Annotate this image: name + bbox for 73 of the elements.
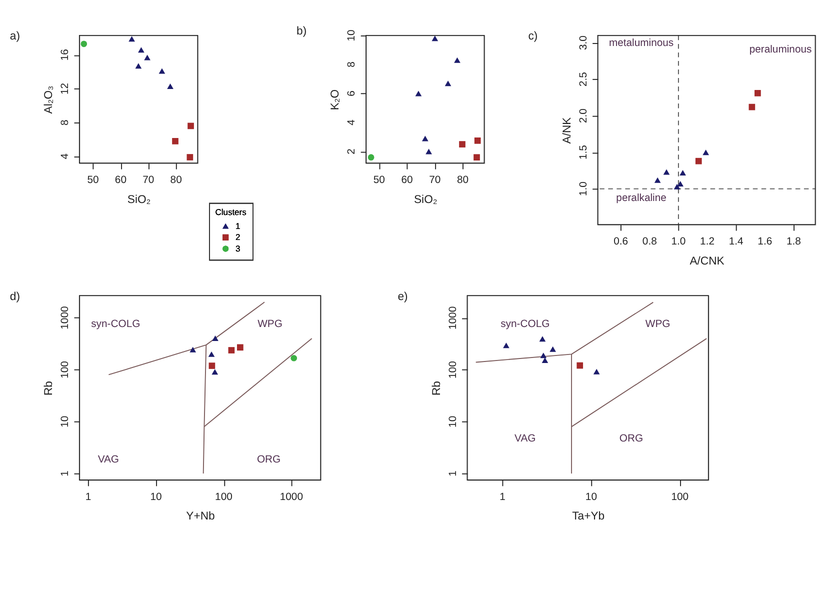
y-tick-label: 1 (448, 470, 459, 476)
legend-title: Clusters (215, 207, 246, 218)
annotation: ORG (256, 454, 281, 466)
x-tick-label: 100 (671, 492, 689, 503)
y-tick-label: 1000 (60, 306, 72, 330)
y-tick-label: 10 (60, 416, 72, 428)
y-tick-label: 2.0 (578, 108, 590, 124)
x-tick-label: 1 (85, 492, 92, 503)
annotation: ORG (619, 433, 644, 444)
y-axis-title: A/NK (561, 116, 574, 144)
legend-label: 1 (236, 220, 241, 231)
annotation: syn-COLG (500, 318, 550, 330)
x-tick-label: 1.8 (786, 236, 802, 248)
x-axis-title: Y+Nb (186, 510, 215, 523)
x-tick-label: 10 (585, 492, 598, 503)
annotation: VAG (98, 454, 119, 466)
y-tick-label: 6 (346, 90, 358, 96)
chart-title: c) (528, 30, 538, 43)
y-tick-label: 10 (346, 29, 358, 42)
annotation: WPG (258, 318, 282, 330)
x-tick-label: 1000 (280, 492, 304, 503)
x-axis-title: SiO₂ (127, 194, 151, 206)
x-tick-label: 1.0 (671, 236, 686, 248)
legend-label: 3 (236, 244, 241, 254)
chart-title: d) (10, 290, 20, 303)
x-tick-label: 10 (150, 492, 162, 503)
x-tick-label: 1.2 (700, 236, 715, 248)
y-tick-label: 100 (448, 360, 459, 378)
y-tick-label: 4 (346, 119, 358, 126)
chart-title: b) (296, 25, 307, 38)
legend-label: 2 (236, 232, 241, 242)
annotation: peraluminous (749, 44, 812, 56)
y-axis-title: Al₂O₃ (43, 86, 56, 114)
y-tick-label: 10 (448, 416, 459, 428)
x-tick-label: 100 (215, 492, 233, 503)
y-tick-label: 8 (60, 119, 72, 126)
x-axis-title: SiO₂ (414, 194, 438, 206)
y-tick-label: 1 (60, 470, 72, 476)
x-tick-label: 50 (87, 175, 100, 186)
y-tick-label: 4 (60, 153, 72, 160)
annotation: peralkaline (616, 192, 667, 204)
x-tick-label: 0.6 (614, 236, 628, 248)
annotation: metaluminous (608, 38, 674, 49)
y-tick-label: 2 (346, 148, 358, 154)
x-tick-label: 80 (170, 175, 182, 186)
y-tick-label: 1.5 (578, 144, 590, 160)
x-tick-label: 80 (457, 175, 469, 186)
y-tick-label: 1000 (448, 306, 459, 330)
x-tick-label: 60 (401, 175, 414, 186)
x-axis-title: A/CNK (690, 255, 725, 268)
x-tick-label: 1 (500, 492, 506, 503)
y-axis-title: K₂O (330, 89, 342, 110)
x-tick-label: 70 (142, 175, 154, 186)
y-axis-title: Rb (430, 381, 443, 396)
y-tick-label: 100 (60, 360, 72, 378)
x-tick-label: 50 (373, 175, 386, 186)
annotation: VAG (514, 433, 536, 444)
x-tick-label: 0.8 (642, 236, 658, 248)
annotation: syn-COLG (91, 318, 140, 330)
x-tick-label: 60 (114, 175, 127, 186)
x-axis-title: Ta+Yb (572, 510, 605, 523)
chart-title: a) (10, 30, 20, 43)
y-tick-label: 2.5 (578, 72, 590, 87)
y-tick-label: 3.0 (578, 35, 590, 50)
y-tick-label: 12 (60, 82, 72, 95)
x-tick-label: 70 (429, 175, 441, 186)
y-tick-label: 8 (346, 61, 358, 68)
chart-title: e) (398, 290, 408, 303)
x-tick-label: 1.6 (758, 236, 772, 248)
y-tick-label: 16 (60, 48, 72, 61)
annotation: WPG (645, 318, 670, 330)
y-axis-title: Rb (43, 381, 56, 396)
x-tick-label: 1.4 (728, 236, 744, 248)
